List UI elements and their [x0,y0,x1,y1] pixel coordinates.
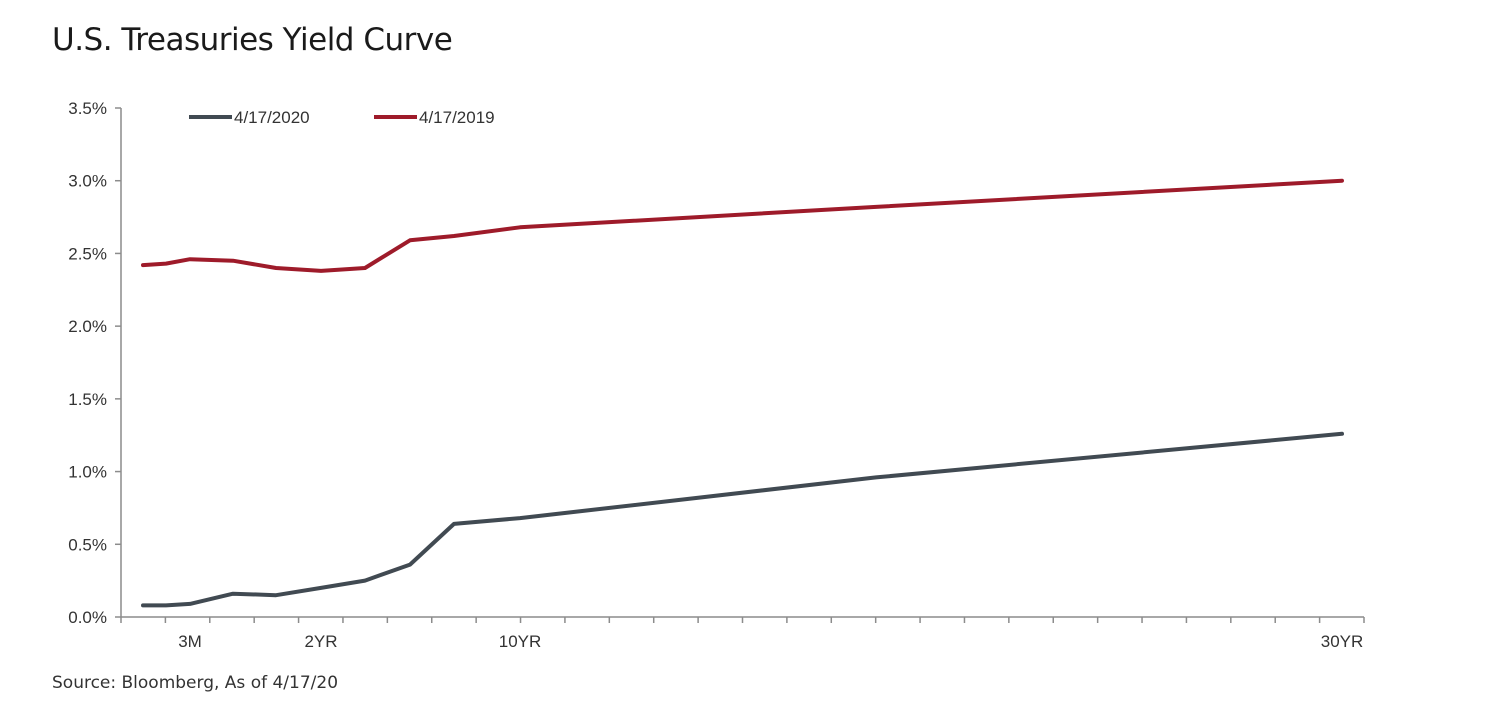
x-tick-label: 10YR [499,632,542,651]
series-line-0 [141,431,1344,608]
y-axis-ticks: 0.0% 0.5% 1.0% 1.5% 2.0% 2.5% 3.0% 3.5% [68,99,121,627]
y-tick-label: 0.0% [68,608,107,627]
chart-title: U.S. Treasuries Yield Curve [52,22,453,58]
y-tick-label: 2.5% [68,244,107,263]
y-tick-label: 2.0% [68,317,107,336]
y-tick-label: 3.5% [68,99,107,118]
legend-label: 4/17/2020 [234,108,310,127]
legend-label: 4/17/2019 [419,108,495,127]
series-line-1 [141,178,1344,273]
source-note: Source: Bloomberg, As of 4/17/20 [52,673,339,693]
y-tick-label: 1.0% [68,463,107,482]
x-tick-label: 3M [178,632,202,651]
y-tick-label: 1.5% [68,390,107,409]
chart-legend: 4/17/2020 4/17/2019 [189,108,495,127]
x-tick-label: 30YR [1321,632,1364,651]
y-tick-label: 3.0% [68,172,107,191]
y-tick-label: 0.5% [68,535,107,554]
chart-axes [120,108,1364,618]
x-tick-label: 2YR [304,632,337,651]
chart-series [141,178,1344,608]
x-axis-ticks: 3M 2YR 10YR 30YR [120,617,1365,651]
